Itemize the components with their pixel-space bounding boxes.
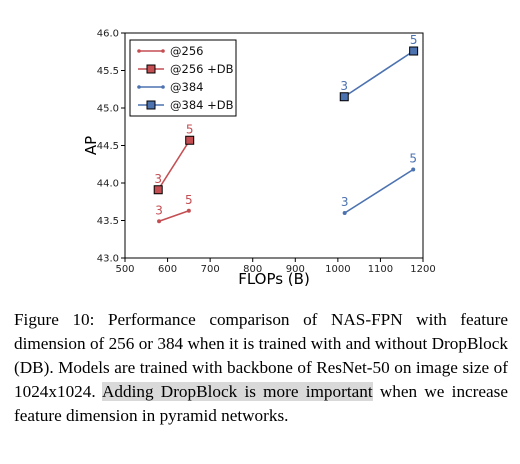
series-3: 35 [341, 152, 417, 215]
y-tick-label: 44.5 [97, 141, 119, 152]
y-tick-label: 44.0 [97, 179, 119, 190]
x-tick-label: 600 [158, 264, 177, 275]
series-line [343, 50, 415, 98]
y-tick-label: 43.0 [97, 254, 119, 265]
data-label: 3 [340, 79, 348, 93]
series-1: 35 [155, 193, 193, 224]
series-line [158, 209, 190, 223]
x-axis-label: FLOPs (B) [238, 270, 310, 288]
legend-marker [137, 85, 141, 89]
legend-label: @256 +DB [170, 62, 234, 76]
data-label: 5 [409, 152, 417, 166]
x-tick-label: 1100 [368, 264, 393, 275]
legend-label: @384 +DB [170, 98, 234, 112]
caption-text-end: when we increase feature dimension in py… [14, 382, 508, 425]
data-label: 3 [154, 172, 162, 186]
x-tick-label: 900 [286, 264, 305, 275]
x-tick-label: 700 [201, 264, 220, 275]
data-label: 3 [155, 203, 163, 217]
legend-label: @384 [170, 80, 203, 94]
data-label: 5 [410, 33, 418, 47]
data-point [342, 211, 347, 215]
legend: @256 @256 +DB @384 @384 +DB [129, 39, 237, 117]
y-axis-label: AP [82, 136, 100, 155]
caption-highlight: Adding DropBlock is more important [101, 382, 373, 401]
legend-label: @256 [170, 44, 203, 58]
series-line [157, 139, 191, 191]
x-tick-label: 1200 [410, 264, 435, 275]
y-tick-label: 45.0 [97, 104, 119, 115]
data-point [185, 135, 195, 145]
data-point [186, 208, 191, 213]
series-2: 35 [153, 122, 195, 195]
series-4: 35 [339, 33, 419, 102]
legend-item: @256 +DB [138, 62, 234, 76]
legend-item: @256 [137, 44, 203, 58]
caption-text: Figure 10: Performance comparison of NAS… [14, 310, 508, 401]
legend-marker [161, 85, 165, 89]
legend-item: @384 [137, 80, 203, 94]
data-label: 5 [186, 122, 194, 136]
legend-marker [146, 100, 156, 110]
y-tick-label: 43.5 [97, 216, 119, 227]
legend-marker [161, 49, 165, 53]
data-point [409, 46, 419, 56]
x-tick-label: 1000 [325, 264, 350, 275]
x-tick-label: 500 [115, 264, 134, 275]
figure-caption: Figure 10: Performance comparison of NAS… [14, 308, 508, 428]
data-label: 3 [341, 195, 349, 209]
legend-marker [146, 64, 156, 74]
data-point [153, 185, 163, 195]
y-tick-label: 45.5 [97, 66, 119, 77]
chart: 500 600 700 800 900 1000 1100 1200 43.0 43.5 44.0 4… [82, 29, 436, 289]
ticks: 500 600 700 800 900 1000 1100 1200 43.0 43.5 44.0 4… [97, 29, 436, 276]
data-point [411, 167, 416, 172]
data-label: 5 [185, 193, 193, 207]
legend-marker [137, 49, 141, 53]
data-point [339, 92, 349, 102]
data-point [157, 219, 162, 224]
x-tick-label: 800 [243, 264, 262, 275]
legend-item: @384 +DB [138, 98, 234, 112]
y-tick-label: 46.0 [97, 29, 119, 40]
series-line [344, 168, 414, 214]
